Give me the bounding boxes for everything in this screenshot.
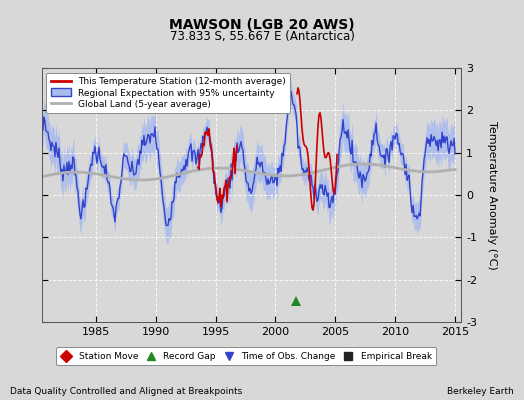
Legend: Station Move, Record Gap, Time of Obs. Change, Empirical Break: Station Move, Record Gap, Time of Obs. C… [56, 348, 436, 366]
Text: MAWSON (LGB 20 AWS): MAWSON (LGB 20 AWS) [169, 18, 355, 32]
Y-axis label: Temperature Anomaly (°C): Temperature Anomaly (°C) [487, 121, 497, 269]
Text: Data Quality Controlled and Aligned at Breakpoints: Data Quality Controlled and Aligned at B… [10, 387, 243, 396]
Text: Berkeley Earth: Berkeley Earth [447, 387, 514, 396]
Text: 73.833 S, 55.667 E (Antarctica): 73.833 S, 55.667 E (Antarctica) [170, 30, 354, 43]
Legend: This Temperature Station (12-month average), Regional Expectation with 95% uncer: This Temperature Station (12-month avera… [47, 72, 290, 114]
